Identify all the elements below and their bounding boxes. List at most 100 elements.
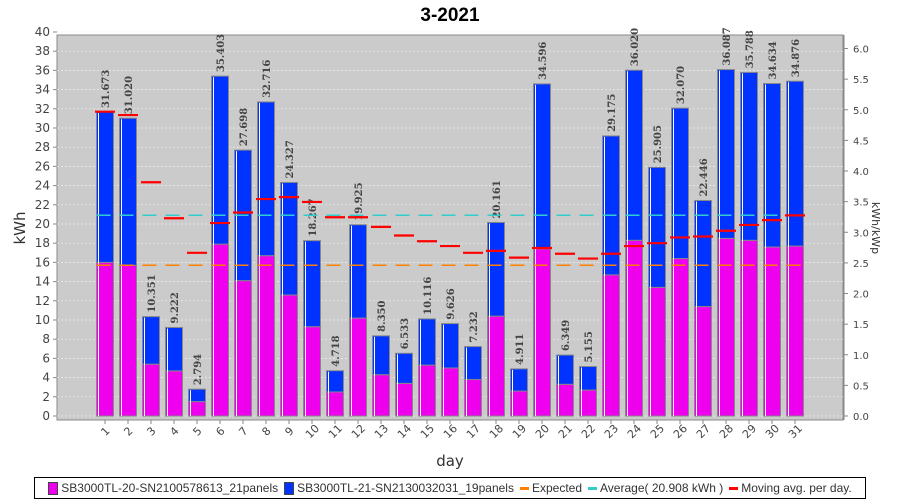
x-tick-label: 8 [259,424,273,438]
y-tick-label: 6 [42,351,50,365]
legend-label: Expected [531,481,583,495]
bar-total-label: 5.155 [584,331,595,362]
legend: SB3000TL-20-SN2100578613_21panels SB3000… [34,477,866,499]
bar-segment-series-1 [142,363,160,417]
bar-segment-series-2 [740,71,758,241]
y-tick-label: 38 [35,44,50,58]
x-tick-label: 31 [786,422,805,441]
x-tick-label: 24 [625,422,644,441]
bar-segment-series-2 [280,181,298,296]
bar-total-label: 6.349 [561,320,572,351]
y-tick-label: 32 [35,102,50,116]
bar-segment-series-2 [464,346,482,381]
y-tick-label: 22 [35,198,50,212]
bar-total-label: 9.626 [446,288,457,319]
bar-total-label: 20.161 [492,180,503,218]
legend-label: Average( 20.908 kWh ) [600,481,724,495]
bar-segment-series-1 [165,370,183,417]
legend-item-average: Average( 20.908 kWh ) [588,481,723,495]
x-tick-label: 16 [441,422,460,441]
legend-label: SB3000TL-21-SN2130032031_19panels [297,481,514,495]
bar-segment-series-1 [211,243,229,417]
bar-total-label: 4.718 [331,335,342,366]
y-right-tick-label: 6.0 [853,45,869,56]
bar-segment-series-2 [96,111,114,263]
bar-segment-series-2 [786,80,804,247]
bar-segment-series-2 [579,366,597,391]
y-right-tick-label: 2.0 [853,290,869,301]
bar-total-label: 34.876 [791,39,802,77]
bar-segment-series-1 [602,274,620,417]
y-tick-label: 18 [35,236,50,250]
bar-total-label: 31.020 [124,76,135,114]
legend-item-expected: Expected [519,481,583,495]
bar-segment-series-2 [257,101,275,257]
y-tick-label: 4 [42,371,50,385]
y-right-tick-label: 4.0 [853,167,869,178]
x-tick-label: 6 [213,424,227,438]
x-tick-label: 7 [236,424,250,438]
y-right-tick-label: 5.0 [853,106,869,117]
legend-item-series-2: SB3000TL-21-SN2130032031_19panels [284,481,514,495]
bar-total-label: 35.788 [745,30,756,68]
bar-total-label: 34.596 [538,42,549,80]
bar-segment-series-1 [579,389,597,417]
x-tick-label: 2 [121,424,135,438]
x-tick-label: 21 [556,422,575,441]
x-axis-label: day [436,452,464,470]
y-tick-label: 0 [42,409,50,423]
bar-segment-series-1 [234,280,252,417]
x-tick-label: 10 [303,422,322,441]
y-tick-label: 12 [35,294,50,308]
legend-label: Moving avg. per day. [741,481,852,495]
bar-total-label: 32.716 [262,60,273,98]
x-tick-label: 19 [510,422,529,441]
y-right-tick-label: 2.5 [853,259,869,270]
y-tick-label: 34 [35,83,50,97]
x-tick-label: 1 [98,424,112,438]
bar-total-label: 2.794 [193,354,204,385]
x-tick-label: 30 [763,422,782,441]
x-tick-label: 3 [144,424,158,438]
y-tick-label: 20 [35,217,50,231]
bar-segment-series-2 [763,83,781,248]
y-right-tick-label: 3.5 [853,198,869,209]
bar-total-label: 8.350 [377,300,388,331]
y-tick-label: 24 [35,179,50,193]
bar-segment-series-1 [556,383,574,417]
bar-total-label: 34.634 [768,41,779,79]
x-tick-label: 9 [282,424,296,438]
bar-total-label: 19.925 [354,182,365,220]
bar-total-label: 18.267 [308,198,319,236]
bar-total-label: 35.403 [216,34,227,72]
bar-segment-series-1 [349,317,367,417]
bar-segment-series-2 [142,316,160,365]
x-tick-label: 22 [579,422,598,441]
legend-swatch [588,486,598,490]
x-tick-label: 29 [740,422,759,441]
x-tick-label: 28 [717,422,736,441]
bar-total-label: 25.905 [653,125,664,163]
y-tick-label: 26 [35,159,50,173]
bar-segment-series-2 [671,107,689,260]
y-right-tick-label: 4.5 [853,136,869,147]
y-right-axis-label: kWh/kWp [869,202,882,254]
y-tick-label: 28 [35,140,50,154]
legend-swatch [519,486,529,490]
bar-segment-series-2 [510,368,528,392]
x-tick-label: 20 [533,422,552,441]
bar-total-label: 29.175 [607,94,618,132]
bar-total-label: 32.070 [676,66,687,104]
x-tick-label: 11 [326,422,345,441]
bar-segment-series-2 [556,354,574,385]
bar-segment-series-1 [487,315,505,417]
bar-segment-series-2 [533,83,551,250]
bar-total-label: 10.116 [423,277,434,315]
legend-label: SB3000TL-20-SN2100578613_21panels [61,481,279,495]
y-tick-label: 14 [35,275,50,289]
bar-segment-series-1 [533,248,551,417]
bar-total-label: 7.232 [469,311,480,342]
y-tick-label: 30 [35,121,50,135]
bar-segment-series-1 [441,367,459,417]
bar-segment-series-1 [96,261,114,417]
